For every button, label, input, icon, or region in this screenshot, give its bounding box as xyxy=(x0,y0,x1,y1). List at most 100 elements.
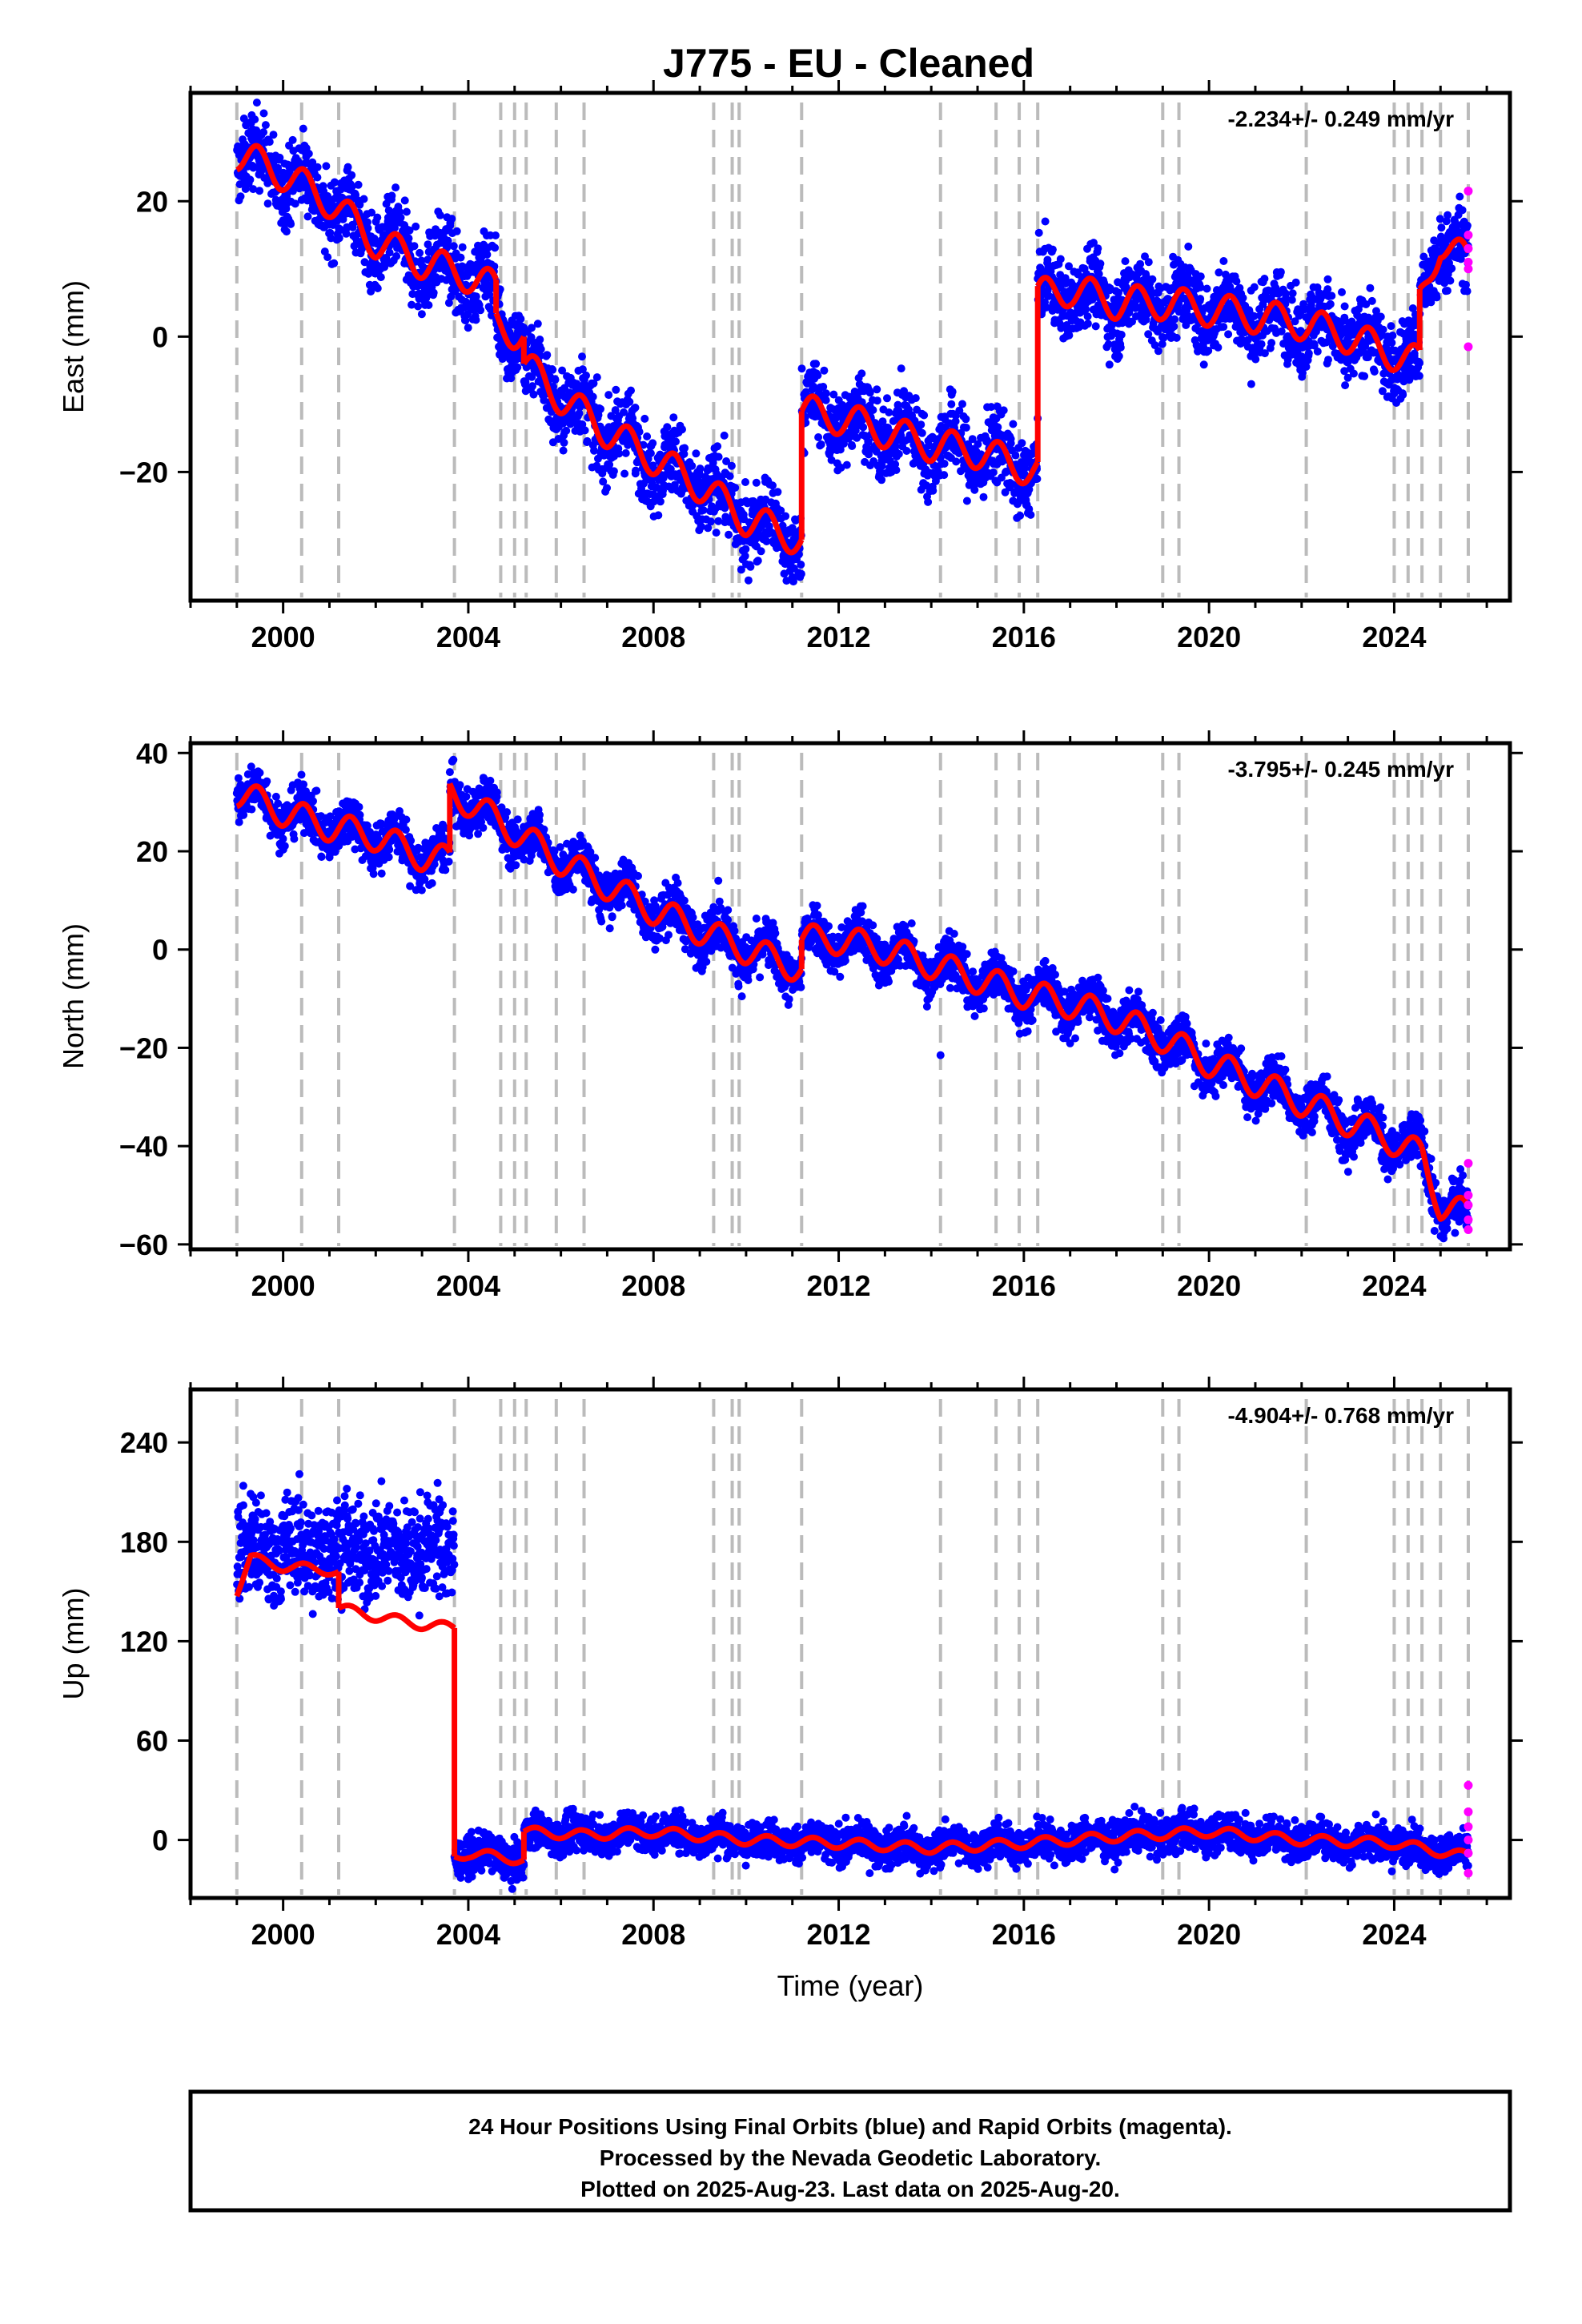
data-point xyxy=(604,391,613,400)
data-point xyxy=(236,192,245,201)
data-point xyxy=(396,213,405,222)
data-point xyxy=(1443,211,1452,219)
data-point xyxy=(1170,322,1178,331)
data-point xyxy=(620,469,629,478)
data-point xyxy=(894,449,903,458)
data-point xyxy=(697,522,705,531)
data-point xyxy=(989,468,998,476)
data-point xyxy=(940,460,949,468)
data-point xyxy=(1366,283,1375,292)
data-point xyxy=(1247,380,1255,388)
rapid-point xyxy=(1464,187,1473,196)
data-point xyxy=(449,242,458,251)
data-point xyxy=(486,305,495,314)
data-point xyxy=(391,183,400,192)
data-point xyxy=(643,432,652,440)
rapid-point xyxy=(1464,342,1473,352)
data-point xyxy=(962,415,970,424)
data-point xyxy=(782,577,791,585)
data-point xyxy=(363,218,371,227)
data-point xyxy=(911,394,920,403)
final-orbit-points xyxy=(233,99,1472,586)
data-point xyxy=(412,222,420,231)
data-point xyxy=(611,406,620,415)
data-point xyxy=(274,163,283,172)
data-point xyxy=(472,292,480,301)
data-point xyxy=(347,171,356,179)
data-point xyxy=(259,109,268,118)
data-point xyxy=(536,336,544,344)
data-point xyxy=(859,423,868,432)
data-point xyxy=(929,486,938,495)
data-point xyxy=(299,124,307,133)
data-point xyxy=(247,805,256,814)
data-point xyxy=(1367,296,1376,305)
data-point xyxy=(1083,320,1092,328)
final-orbit-points xyxy=(232,755,1472,1243)
data-point xyxy=(1388,332,1397,340)
data-point xyxy=(1326,300,1335,308)
data-point xyxy=(713,442,722,451)
data-point xyxy=(1304,349,1313,358)
x-tick-label: 2016 xyxy=(992,621,1056,653)
data-point xyxy=(762,537,771,545)
data-point xyxy=(1415,359,1423,368)
data-point xyxy=(330,259,339,267)
data-point xyxy=(449,755,458,764)
data-point xyxy=(476,306,485,315)
data-point xyxy=(897,364,905,373)
data-point xyxy=(377,869,386,878)
x-tick-label: 2008 xyxy=(621,621,685,653)
data-point xyxy=(654,511,663,520)
data-point xyxy=(384,206,393,215)
data-point xyxy=(491,243,500,252)
data-point xyxy=(548,365,557,374)
data-point xyxy=(1121,257,1130,266)
data-point xyxy=(777,506,785,515)
data-point xyxy=(917,428,926,437)
data-point xyxy=(714,517,723,525)
data-point xyxy=(621,448,630,457)
data-point xyxy=(1196,295,1205,304)
data-point xyxy=(646,449,655,457)
data-point xyxy=(1006,439,1015,448)
data-point xyxy=(1094,244,1102,253)
data-point xyxy=(359,195,368,203)
data-point xyxy=(1170,315,1179,324)
data-point xyxy=(731,484,740,492)
data-point xyxy=(819,383,828,391)
data-point xyxy=(1136,259,1145,268)
data-point xyxy=(1033,475,1042,483)
data-point xyxy=(1463,287,1472,296)
velocity-rate-label: -2.234+/- 0.249 mm/yr xyxy=(1227,107,1454,131)
data-point xyxy=(414,302,423,311)
data-point xyxy=(778,521,787,530)
data-point xyxy=(583,436,592,445)
data-point xyxy=(970,485,979,494)
data-point xyxy=(720,431,729,440)
data-point xyxy=(317,853,326,861)
data-point xyxy=(1018,439,1026,448)
data-point xyxy=(883,394,891,403)
data-point xyxy=(812,360,821,368)
x-tick-label: 2024 xyxy=(1362,621,1426,653)
data-point xyxy=(304,149,313,158)
data-point xyxy=(814,433,823,441)
data-point xyxy=(725,530,733,539)
data-point xyxy=(979,493,988,501)
data-point xyxy=(275,153,284,162)
x-tick-label: 2012 xyxy=(806,621,870,653)
data-point xyxy=(1117,331,1126,339)
data-point xyxy=(360,258,369,267)
data-point xyxy=(1094,270,1103,278)
data-point xyxy=(820,366,829,375)
data-point xyxy=(817,440,825,448)
data-point xyxy=(609,467,618,476)
data-point xyxy=(239,115,248,123)
data-point xyxy=(255,769,264,777)
data-point xyxy=(456,253,465,262)
data-point xyxy=(560,438,568,447)
data-point xyxy=(1144,258,1153,267)
